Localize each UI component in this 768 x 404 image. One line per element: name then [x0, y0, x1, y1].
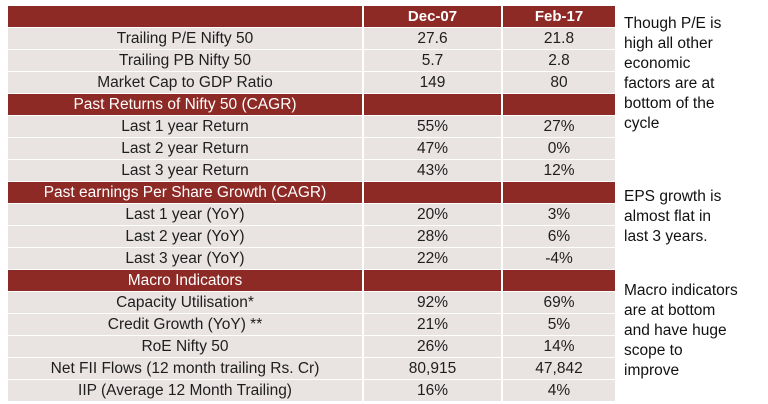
- note-macro: Macro indicators are at bottom and have …: [624, 282, 738, 379]
- row-label: Last 1 year (YoY): [8, 204, 362, 225]
- value-feb-17: 47,842: [503, 358, 615, 379]
- valuation-table: Dec-07 Feb-17 Trailing P/E Nifty 50 27.6 2…: [8, 6, 615, 402]
- value-feb-17: 69%: [503, 292, 615, 313]
- section-title: Past earnings Per Share Growth (CAGR): [8, 182, 362, 203]
- value-dec-07: 27.6: [364, 28, 501, 49]
- row-label: Credit Growth (YoY) **: [8, 314, 362, 335]
- value-dec-07: 21%: [364, 314, 501, 335]
- value-dec-07: 47%: [364, 138, 501, 159]
- row-label: Market Cap to GDP Ratio: [8, 72, 362, 93]
- table-row: Capacity Utilisation* 92% 69%: [8, 292, 615, 313]
- table-row: Trailing PB Nifty 50 5.7 2.8: [8, 50, 615, 71]
- table-row: Last 2 year (YoY) 28% 6%: [8, 226, 615, 247]
- row-label: Trailing P/E Nifty 50: [8, 28, 362, 49]
- row-label: IIP (Average 12 Month Trailing): [8, 380, 362, 401]
- note-pe: Though P/E is high all other economic fa…: [624, 15, 722, 132]
- value-dec-07: [364, 94, 501, 115]
- value-feb-17: -4%: [503, 248, 615, 269]
- table-row: Net FII Flows (12 month trailing Rs. Cr)…: [8, 358, 615, 379]
- value-dec-07: 92%: [364, 292, 501, 313]
- table-row: Last 1 year (YoY) 20% 3%: [8, 204, 615, 225]
- value-feb-17: [503, 94, 615, 115]
- section-title: Macro Indicators: [8, 270, 362, 291]
- column-header-feb-17: Feb-17: [503, 6, 615, 27]
- value-dec-07: 28%: [364, 226, 501, 247]
- row-label: Capacity Utilisation*: [8, 292, 362, 313]
- value-dec-07: [364, 270, 501, 291]
- value-feb-17: 2.8: [503, 50, 615, 71]
- value-feb-17: 80: [503, 72, 615, 93]
- table-section-row: Past earnings Per Share Growth (CAGR): [8, 182, 615, 203]
- row-label: Net FII Flows (12 month trailing Rs. Cr): [8, 358, 362, 379]
- table-section-row: Past Returns of Nifty 50 (CAGR): [8, 94, 615, 115]
- value-dec-07: 22%: [364, 248, 501, 269]
- table-row: IIP (Average 12 Month Trailing) 16% 4%: [8, 380, 615, 401]
- value-feb-17: 3%: [503, 204, 615, 225]
- table-header-row: Dec-07 Feb-17: [8, 6, 615, 27]
- row-label: Last 3 year Return: [8, 160, 362, 181]
- value-feb-17: [503, 270, 615, 291]
- value-dec-07: 26%: [364, 336, 501, 357]
- row-label: Last 1 year Return: [8, 116, 362, 137]
- value-feb-17: 21.8: [503, 28, 615, 49]
- value-feb-17: 5%: [503, 314, 615, 335]
- value-feb-17: 6%: [503, 226, 615, 247]
- table-row: Last 3 year Return 43% 12%: [8, 160, 615, 181]
- table-row: Market Cap to GDP Ratio 149 80: [8, 72, 615, 93]
- value-feb-17: 4%: [503, 380, 615, 401]
- table-row: Last 3 year (YoY) 22% -4%: [8, 248, 615, 269]
- value-feb-17: 0%: [503, 138, 615, 159]
- row-label: Last 2 year Return: [8, 138, 362, 159]
- table-row: Last 2 year Return 47% 0%: [8, 138, 615, 159]
- value-dec-07: 20%: [364, 204, 501, 225]
- table-row: Trailing P/E Nifty 50 27.6 21.8: [8, 28, 615, 49]
- value-dec-07: 149: [364, 72, 501, 93]
- section-title: Past Returns of Nifty 50 (CAGR): [8, 94, 362, 115]
- table-row: Credit Growth (YoY) ** 21% 5%: [8, 314, 615, 335]
- value-feb-17: [503, 182, 615, 203]
- value-feb-17: 14%: [503, 336, 615, 357]
- row-label: RoE Nifty 50: [8, 336, 362, 357]
- value-feb-17: 27%: [503, 116, 615, 137]
- value-dec-07: [364, 182, 501, 203]
- table-row: Last 1 year Return 55% 27%: [8, 116, 615, 137]
- row-label: Trailing PB Nifty 50: [8, 50, 362, 71]
- row-label: Last 2 year (YoY): [8, 226, 362, 247]
- value-dec-07: 55%: [364, 116, 501, 137]
- value-dec-07: 16%: [364, 380, 501, 401]
- value-dec-07: 80,915: [364, 358, 501, 379]
- table-section-row: Macro Indicators: [8, 270, 615, 291]
- table-row: RoE Nifty 50 26% 14%: [8, 336, 615, 357]
- header-label-cell: [8, 6, 362, 27]
- column-header-dec-07: Dec-07: [364, 6, 501, 27]
- note-eps: EPS growth is almost flat in last 3 year…: [624, 188, 722, 245]
- value-dec-07: 5.7: [364, 50, 501, 71]
- row-label: Last 3 year (YoY): [8, 248, 362, 269]
- value-feb-17: 12%: [503, 160, 615, 181]
- value-dec-07: 43%: [364, 160, 501, 181]
